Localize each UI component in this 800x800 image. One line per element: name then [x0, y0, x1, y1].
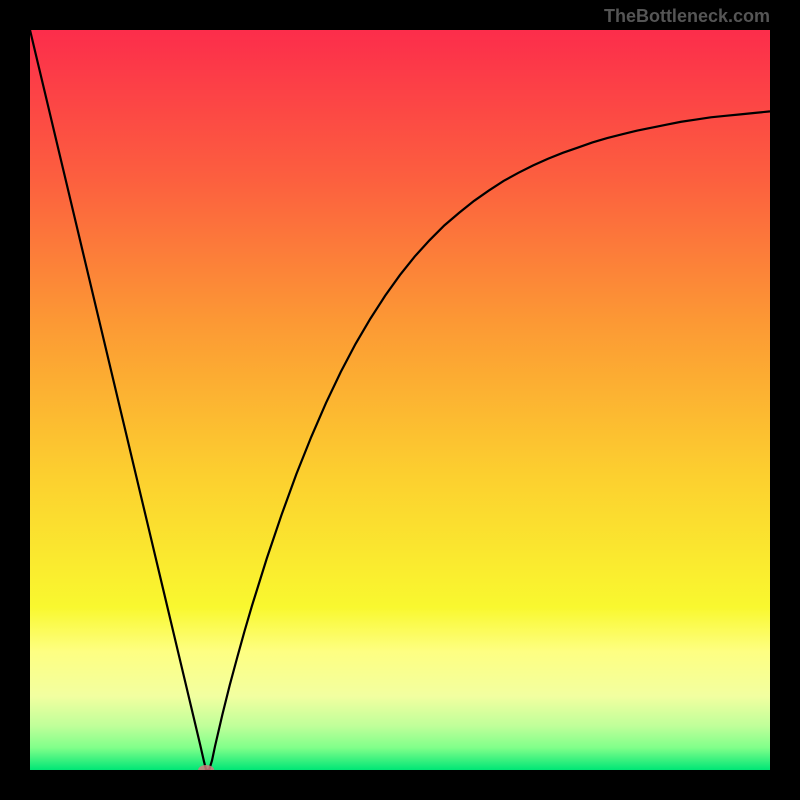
plot-background — [30, 30, 770, 770]
attribution-label: TheBottleneck.com — [604, 6, 770, 27]
bottleneck-chart — [30, 30, 770, 770]
chart-container: TheBottleneck.com — [0, 0, 800, 800]
